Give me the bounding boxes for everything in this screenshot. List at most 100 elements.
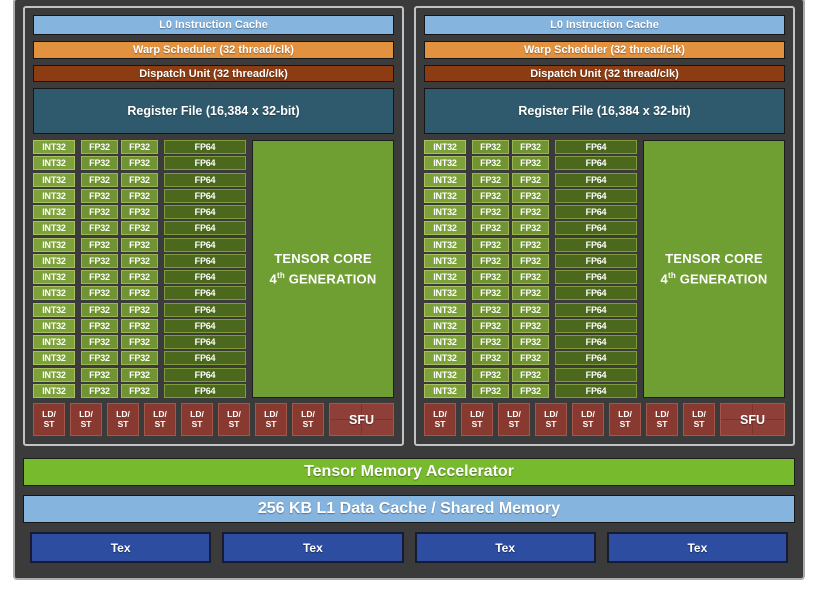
- ldst-unit: LD/ST: [70, 403, 102, 436]
- fp64-core-cell: FP64: [555, 156, 637, 171]
- fp32-core-cell: FP32: [512, 351, 549, 366]
- sm-sub-partitions-row: L0 Instruction Cache Warp Scheduler (32 …: [23, 6, 795, 446]
- fp32-core-cell: FP32: [472, 335, 509, 350]
- fp32-core-cell: FP32: [121, 188, 158, 203]
- tensor-core-line2: 4th GENERATION: [660, 271, 768, 287]
- fp64-core-cell: FP64: [164, 270, 246, 285]
- ldst-sfu-row: LD/ST LD/ST LD/ST LD/ST LD/ST LD/ST LD/ST LD/ST…: [33, 403, 394, 436]
- fp32-core-cell: FP32: [512, 172, 549, 187]
- fp32-core-cell: FP32: [81, 270, 118, 285]
- fp32-core-cell: FP32: [81, 221, 118, 236]
- fp64-core-cell: FP64: [164, 205, 246, 220]
- fp32-core-cell: FP32: [121, 335, 158, 350]
- fp32-core-cell: FP32: [81, 367, 118, 382]
- fp32-core-cell: FP32: [121, 286, 158, 301]
- fp64-core-cell: FP64: [555, 383, 637, 398]
- tensor-memory-accelerator-bar: Tensor Memory Accelerator: [23, 458, 795, 486]
- int32-core-cell: INT32: [33, 156, 75, 171]
- fp64-core-cell: FP64: [164, 318, 246, 333]
- fp32-core-cell: FP32: [512, 286, 549, 301]
- fp64-core-cell: FP64: [555, 270, 637, 285]
- fp32-column-1: FP32 FP32 FP32 FP32 FP32 FP32 FP32 FP32 FP32 FP32…: [472, 140, 509, 398]
- fp64-core-cell: FP64: [555, 286, 637, 301]
- fp32-core-cell: FP32: [81, 383, 118, 398]
- int32-core-cell: INT32: [33, 253, 75, 268]
- fp32-column-2: FP32 FP32 FP32 FP32 FP32 FP32 FP32 FP32 FP32 FP32…: [121, 140, 158, 398]
- ldst-unit: LD/ST: [609, 403, 641, 436]
- tex-unit: Tex: [30, 532, 212, 563]
- fp32-core-cell: FP32: [81, 237, 118, 252]
- fp32-core-cell: FP32: [121, 318, 158, 333]
- sm-sub-partition: L0 Instruction Cache Warp Scheduler (32 …: [414, 6, 795, 446]
- fp32-core-cell: FP32: [121, 156, 158, 171]
- fp32-core-cell: FP32: [512, 205, 549, 220]
- int32-core-cell: INT32: [33, 383, 75, 398]
- core-grid: INT32 INT32 INT32 INT32 INT32 INT32 INT32 INT32…: [424, 140, 785, 398]
- l1-data-cache-shared-memory-bar: 256 KB L1 Data Cache / Shared Memory: [23, 495, 795, 523]
- fp32-column-pair: FP32 FP32 FP32 FP32 FP32 FP32 FP32 FP32 FP32 FP32…: [81, 140, 158, 398]
- fp64-core-cell: FP64: [164, 172, 246, 187]
- warp-scheduler-bar: Warp Scheduler (32 thread/clk): [424, 41, 785, 59]
- fp32-core-cell: FP32: [121, 221, 158, 236]
- fp64-core-cell: FP64: [164, 188, 246, 203]
- dispatch-unit-bar: Dispatch Unit (32 thread/clk): [424, 65, 785, 82]
- fp32-core-cell: FP32: [512, 383, 549, 398]
- fp64-core-cell: FP64: [555, 302, 637, 317]
- fp64-core-cell: FP64: [164, 351, 246, 366]
- int32-core-cell: INT32: [33, 188, 75, 203]
- int32-core-cell: INT32: [33, 367, 75, 382]
- int32-core-cell: INT32: [33, 205, 75, 220]
- fp32-core-cell: FP32: [472, 351, 509, 366]
- ldst-unit: LD/ST: [683, 403, 715, 436]
- register-file-bar: Register File (16,384 x 32-bit): [33, 88, 394, 134]
- fp32-core-cell: FP32: [472, 205, 509, 220]
- tex-unit: Tex: [414, 532, 596, 563]
- ldst-unit: LD/ST: [535, 403, 567, 436]
- fp32-core-cell: FP32: [81, 335, 118, 350]
- int32-core-cell: INT32: [33, 335, 75, 350]
- tensor-core-block: TENSOR CORE 4th GENERATION: [643, 140, 785, 398]
- fp32-core-cell: FP32: [472, 253, 509, 268]
- fp32-core-cell: FP32: [472, 237, 509, 252]
- fp32-core-cell: FP32: [81, 188, 118, 203]
- fp32-core-cell: FP32: [472, 367, 509, 382]
- int32-core-cell: INT32: [33, 270, 75, 285]
- fp32-core-cell: FP32: [121, 237, 158, 252]
- fp32-core-cell: FP32: [472, 286, 509, 301]
- dispatch-unit-bar: Dispatch Unit (32 thread/clk): [33, 65, 394, 82]
- fp32-core-cell: FP32: [512, 335, 549, 350]
- fp32-core-cell: FP32: [512, 237, 549, 252]
- fp64-core-cell: FP64: [164, 335, 246, 350]
- int32-core-cell: INT32: [33, 302, 75, 317]
- int32-core-cell: INT32: [424, 367, 466, 382]
- int32-core-cell: INT32: [424, 140, 466, 154]
- fp32-column-1: FP32 FP32 FP32 FP32 FP32 FP32 FP32 FP32 FP32 FP32…: [81, 140, 118, 398]
- int32-column: INT32 INT32 INT32 INT32 INT32 INT32 INT32 INT32…: [424, 140, 466, 398]
- fp32-core-cell: FP32: [512, 156, 549, 171]
- fp64-core-cell: FP64: [555, 318, 637, 333]
- ldst-unit: LD/ST: [424, 403, 456, 436]
- fp32-core-cell: FP32: [81, 318, 118, 333]
- fp64-core-cell: FP64: [555, 335, 637, 350]
- int32-core-cell: INT32: [424, 351, 466, 366]
- fp32-core-cell: FP32: [81, 351, 118, 366]
- fp32-core-cell: FP32: [121, 302, 158, 317]
- fp32-core-cell: FP32: [512, 318, 549, 333]
- tensor-core-line2: 4th GENERATION: [269, 271, 377, 287]
- fp32-core-cell: FP32: [472, 270, 509, 285]
- fp32-core-cell: FP32: [512, 188, 549, 203]
- int32-core-cell: INT32: [424, 335, 466, 350]
- fp32-core-cell: FP32: [81, 172, 118, 187]
- sm-architecture-diagram: L0 Instruction Cache Warp Scheduler (32 …: [13, 0, 805, 580]
- tex-unit: Tex: [222, 532, 404, 563]
- ldst-unit: LD/ST: [181, 403, 213, 436]
- fp64-core-cell: FP64: [164, 367, 246, 382]
- fp64-core-cell: FP64: [164, 383, 246, 398]
- l0-instruction-cache-bar: L0 Instruction Cache: [33, 15, 394, 35]
- fp32-core-cell: FP32: [512, 253, 549, 268]
- int32-core-cell: INT32: [424, 221, 466, 236]
- int32-core-cell: INT32: [33, 318, 75, 333]
- fp32-core-cell: FP32: [472, 188, 509, 203]
- ldst-unit: LD/ST: [107, 403, 139, 436]
- fp32-core-cell: FP32: [81, 286, 118, 301]
